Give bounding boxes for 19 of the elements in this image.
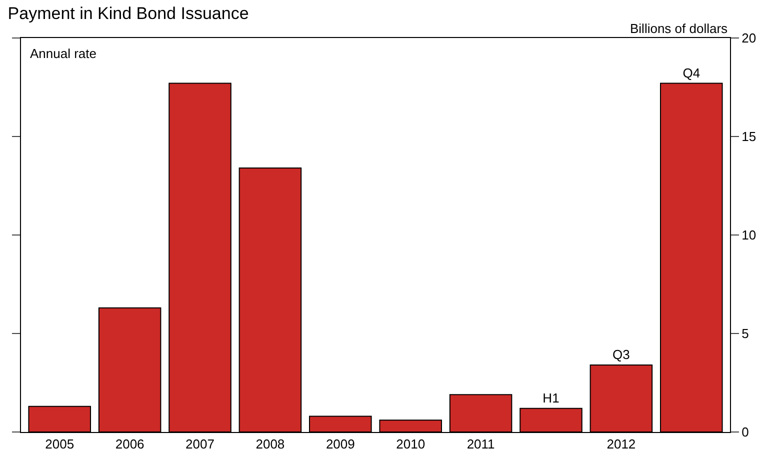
x-tick-label: 2011 xyxy=(466,436,495,452)
x-tick-label: 2010 xyxy=(396,436,426,452)
y-axis-title: Billions of dollars xyxy=(630,21,728,36)
y-tick-label: 5 xyxy=(742,326,749,342)
y-tick-label: 10 xyxy=(742,228,756,243)
data-label: Q4 xyxy=(682,65,700,80)
x-tick-label: 2009 xyxy=(326,436,355,452)
y-tick-label: 20 xyxy=(742,30,756,46)
x-tick-label: 2005 xyxy=(45,436,74,452)
x-tick-label: 2008 xyxy=(256,436,285,452)
x-tick-label: 2007 xyxy=(186,436,214,452)
y-tick-label: 15 xyxy=(742,129,756,144)
chart-title: Payment in Kind Bond Issuance xyxy=(8,4,249,23)
data-label: Q3 xyxy=(612,347,630,362)
y-tick-label: 0 xyxy=(742,424,749,440)
annotation: Annual rate xyxy=(30,46,96,61)
x-tick-label: 2012 xyxy=(606,436,636,452)
data-label: H1 xyxy=(542,390,560,406)
x-tick-label: 2006 xyxy=(115,436,144,452)
